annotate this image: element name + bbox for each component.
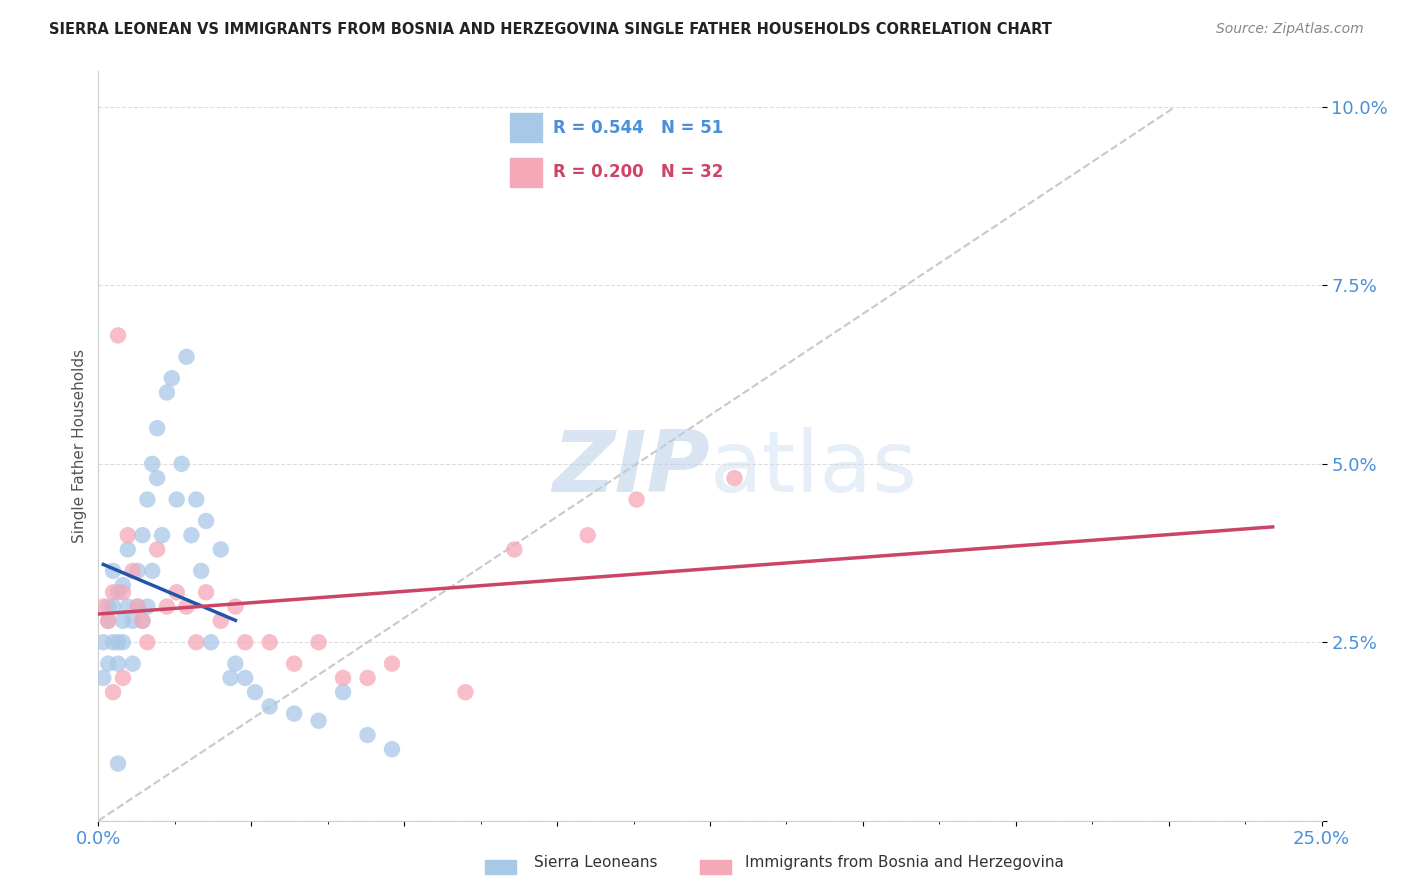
Point <box>200 635 222 649</box>
Point <box>131 614 153 628</box>
Point <box>381 657 404 671</box>
Point <box>233 635 256 649</box>
Point <box>121 564 143 578</box>
Point <box>186 635 208 649</box>
Point <box>127 599 149 614</box>
Point <box>224 599 246 614</box>
Point <box>111 671 134 685</box>
Point <box>136 492 159 507</box>
Point <box>723 471 745 485</box>
Point <box>97 614 120 628</box>
Point <box>117 528 139 542</box>
Point <box>454 685 477 699</box>
Point <box>127 599 149 614</box>
Point <box>283 706 305 721</box>
Point <box>97 614 120 628</box>
Point <box>91 671 114 685</box>
Point <box>224 657 246 671</box>
Text: Sierra Leoneans: Sierra Leoneans <box>534 855 658 870</box>
Point <box>195 514 218 528</box>
Point <box>97 657 120 671</box>
Point <box>186 492 208 507</box>
Point <box>356 671 378 685</box>
Point <box>101 685 124 699</box>
Point <box>121 614 143 628</box>
Point <box>190 564 212 578</box>
Point <box>107 635 129 649</box>
Point <box>146 421 169 435</box>
Point <box>141 457 163 471</box>
Point <box>259 635 281 649</box>
Point <box>156 385 179 400</box>
Point <box>141 564 163 578</box>
Point <box>209 542 232 557</box>
Point <box>91 599 114 614</box>
Point <box>176 599 198 614</box>
Point <box>156 599 179 614</box>
Point <box>111 578 134 592</box>
Text: Immigrants from Bosnia and Herzegovina: Immigrants from Bosnia and Herzegovina <box>745 855 1064 870</box>
Point <box>121 657 143 671</box>
Point <box>259 699 281 714</box>
Point <box>131 528 153 542</box>
Point <box>576 528 599 542</box>
Point <box>170 457 193 471</box>
Point <box>146 542 169 557</box>
Point <box>97 599 120 614</box>
Point <box>180 528 202 542</box>
Point <box>233 671 256 685</box>
Point <box>332 685 354 699</box>
Point <box>209 614 232 628</box>
Point <box>195 585 218 599</box>
Point <box>136 635 159 649</box>
Point <box>107 585 129 599</box>
Point <box>243 685 266 699</box>
Point <box>107 756 129 771</box>
Point <box>136 599 159 614</box>
Text: Source: ZipAtlas.com: Source: ZipAtlas.com <box>1216 22 1364 37</box>
Point <box>101 599 124 614</box>
Point <box>101 564 124 578</box>
Point <box>176 350 198 364</box>
Point <box>117 542 139 557</box>
Point <box>107 328 129 343</box>
Point <box>127 564 149 578</box>
Point <box>308 714 330 728</box>
Point <box>166 585 188 599</box>
Point <box>626 492 648 507</box>
Point <box>131 614 153 628</box>
Point <box>111 614 134 628</box>
Point <box>219 671 242 685</box>
Point <box>356 728 378 742</box>
Point <box>111 635 134 649</box>
Text: ZIP: ZIP <box>553 427 710 510</box>
Point <box>101 635 124 649</box>
Point <box>117 599 139 614</box>
Point <box>101 585 124 599</box>
Point <box>150 528 173 542</box>
Point <box>146 471 169 485</box>
Point <box>332 671 354 685</box>
Point <box>111 585 134 599</box>
Point <box>107 657 129 671</box>
Point <box>160 371 183 385</box>
Point <box>166 492 188 507</box>
Text: SIERRA LEONEAN VS IMMIGRANTS FROM BOSNIA AND HERZEGOVINA SINGLE FATHER HOUSEHOLD: SIERRA LEONEAN VS IMMIGRANTS FROM BOSNIA… <box>49 22 1052 37</box>
Point <box>283 657 305 671</box>
Point <box>308 635 330 649</box>
Y-axis label: Single Father Households: Single Father Households <box>72 349 87 543</box>
Point <box>503 542 526 557</box>
Text: atlas: atlas <box>710 427 918 510</box>
Point <box>91 635 114 649</box>
Point <box>381 742 404 756</box>
